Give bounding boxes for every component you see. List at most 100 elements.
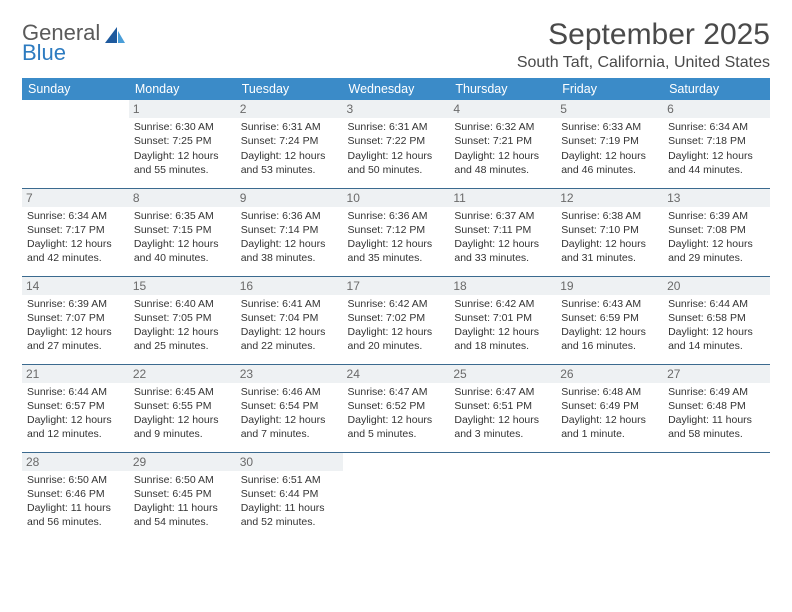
day-number: 26 (556, 365, 663, 383)
sunrise-text: Sunrise: 6:44 AM (668, 297, 765, 311)
day-number: 13 (663, 189, 770, 207)
day-number: 12 (556, 189, 663, 207)
daylight-text: Daylight: 12 hours and 18 minutes. (454, 325, 551, 353)
sunset-text: Sunset: 7:17 PM (27, 223, 124, 237)
sunrise-text: Sunrise: 6:34 AM (668, 120, 765, 134)
sunset-text: Sunset: 7:24 PM (241, 134, 338, 148)
daylight-text: Daylight: 12 hours and 29 minutes. (668, 237, 765, 265)
sunrise-text: Sunrise: 6:47 AM (348, 385, 445, 399)
calendar-cell: 4Sunrise: 6:32 AMSunset: 7:21 PMDaylight… (449, 100, 556, 188)
sunset-text: Sunset: 7:10 PM (561, 223, 658, 237)
weekday-header: Saturday (663, 78, 770, 100)
daylight-text: Daylight: 11 hours and 54 minutes. (134, 501, 231, 529)
calendar-cell: 5Sunrise: 6:33 AMSunset: 7:19 PMDaylight… (556, 100, 663, 188)
calendar-cell: 29Sunrise: 6:50 AMSunset: 6:45 PMDayligh… (129, 452, 236, 540)
sunrise-text: Sunrise: 6:48 AM (561, 385, 658, 399)
calendar-week-row: 14Sunrise: 6:39 AMSunset: 7:07 PMDayligh… (22, 276, 770, 364)
day-number: 30 (236, 453, 343, 471)
daylight-text: Daylight: 12 hours and 20 minutes. (348, 325, 445, 353)
day-number: 8 (129, 189, 236, 207)
daylight-text: Daylight: 12 hours and 55 minutes. (134, 149, 231, 177)
calendar-body: 1Sunrise: 6:30 AMSunset: 7:25 PMDaylight… (22, 100, 770, 540)
title-block: September 2025 South Taft, California, U… (517, 18, 770, 72)
day-number: 18 (449, 277, 556, 295)
sunset-text: Sunset: 7:18 PM (668, 134, 765, 148)
daylight-text: Daylight: 12 hours and 12 minutes. (27, 413, 124, 441)
sunrise-text: Sunrise: 6:35 AM (134, 209, 231, 223)
calendar-cell: 10Sunrise: 6:36 AMSunset: 7:12 PMDayligh… (343, 188, 450, 276)
weekday-header: Tuesday (236, 78, 343, 100)
sunset-text: Sunset: 6:59 PM (561, 311, 658, 325)
sunset-text: Sunset: 7:08 PM (668, 223, 765, 237)
calendar-cell: 16Sunrise: 6:41 AMSunset: 7:04 PMDayligh… (236, 276, 343, 364)
sunset-text: Sunset: 6:57 PM (27, 399, 124, 413)
weekday-header: Thursday (449, 78, 556, 100)
sunset-text: Sunset: 7:12 PM (348, 223, 445, 237)
sunrise-text: Sunrise: 6:49 AM (668, 385, 765, 399)
day-number: 17 (343, 277, 450, 295)
weekday-header: Friday (556, 78, 663, 100)
sunset-text: Sunset: 6:51 PM (454, 399, 551, 413)
sunset-text: Sunset: 6:58 PM (668, 311, 765, 325)
daylight-text: Daylight: 12 hours and 53 minutes. (241, 149, 338, 177)
sunrise-text: Sunrise: 6:30 AM (134, 120, 231, 134)
calendar-cell: 13Sunrise: 6:39 AMSunset: 7:08 PMDayligh… (663, 188, 770, 276)
logo-word-blue: Blue (22, 42, 100, 64)
daylight-text: Daylight: 12 hours and 40 minutes. (134, 237, 231, 265)
day-number: 5 (556, 100, 663, 118)
sunset-text: Sunset: 7:21 PM (454, 134, 551, 148)
calendar-week-row: 21Sunrise: 6:44 AMSunset: 6:57 PMDayligh… (22, 364, 770, 452)
sunset-text: Sunset: 7:02 PM (348, 311, 445, 325)
calendar-cell: 9Sunrise: 6:36 AMSunset: 7:14 PMDaylight… (236, 188, 343, 276)
day-number: 15 (129, 277, 236, 295)
daylight-text: Daylight: 12 hours and 7 minutes. (241, 413, 338, 441)
daylight-text: Daylight: 11 hours and 58 minutes. (668, 413, 765, 441)
calendar-cell: 2Sunrise: 6:31 AMSunset: 7:24 PMDaylight… (236, 100, 343, 188)
sunset-text: Sunset: 7:15 PM (134, 223, 231, 237)
sunset-text: Sunset: 7:22 PM (348, 134, 445, 148)
sunrise-text: Sunrise: 6:31 AM (241, 120, 338, 134)
calendar-cell: 19Sunrise: 6:43 AMSunset: 6:59 PMDayligh… (556, 276, 663, 364)
sail-icon (103, 25, 127, 50)
sunrise-text: Sunrise: 6:31 AM (348, 120, 445, 134)
daylight-text: Daylight: 12 hours and 14 minutes. (668, 325, 765, 353)
sunrise-text: Sunrise: 6:36 AM (241, 209, 338, 223)
day-number: 10 (343, 189, 450, 207)
day-number: 6 (663, 100, 770, 118)
daylight-text: Daylight: 11 hours and 52 minutes. (241, 501, 338, 529)
calendar-cell: 17Sunrise: 6:42 AMSunset: 7:02 PMDayligh… (343, 276, 450, 364)
day-number: 28 (22, 453, 129, 471)
sunrise-text: Sunrise: 6:34 AM (27, 209, 124, 223)
day-number: 9 (236, 189, 343, 207)
sunset-text: Sunset: 7:07 PM (27, 311, 124, 325)
calendar-cell: 27Sunrise: 6:49 AMSunset: 6:48 PMDayligh… (663, 364, 770, 452)
daylight-text: Daylight: 12 hours and 31 minutes. (561, 237, 658, 265)
sunrise-text: Sunrise: 6:46 AM (241, 385, 338, 399)
logo-text: General Blue (22, 22, 100, 64)
weekday-header: Wednesday (343, 78, 450, 100)
calendar-cell: 26Sunrise: 6:48 AMSunset: 6:49 PMDayligh… (556, 364, 663, 452)
sunrise-text: Sunrise: 6:32 AM (454, 120, 551, 134)
day-number: 29 (129, 453, 236, 471)
daylight-text: Daylight: 12 hours and 16 minutes. (561, 325, 658, 353)
sunset-text: Sunset: 7:04 PM (241, 311, 338, 325)
sunrise-text: Sunrise: 6:39 AM (27, 297, 124, 311)
daylight-text: Daylight: 12 hours and 9 minutes. (134, 413, 231, 441)
calendar-cell: 11Sunrise: 6:37 AMSunset: 7:11 PMDayligh… (449, 188, 556, 276)
sunset-text: Sunset: 7:14 PM (241, 223, 338, 237)
sunrise-text: Sunrise: 6:47 AM (454, 385, 551, 399)
sunset-text: Sunset: 6:49 PM (561, 399, 658, 413)
sunrise-text: Sunrise: 6:36 AM (348, 209, 445, 223)
calendar-cell (663, 452, 770, 540)
sunrise-text: Sunrise: 6:44 AM (27, 385, 124, 399)
day-number: 23 (236, 365, 343, 383)
calendar-header-row: SundayMondayTuesdayWednesdayThursdayFrid… (22, 78, 770, 100)
sunrise-text: Sunrise: 6:41 AM (241, 297, 338, 311)
calendar-cell: 30Sunrise: 6:51 AMSunset: 6:44 PMDayligh… (236, 452, 343, 540)
sunset-text: Sunset: 7:05 PM (134, 311, 231, 325)
sunrise-text: Sunrise: 6:43 AM (561, 297, 658, 311)
daylight-text: Daylight: 12 hours and 27 minutes. (27, 325, 124, 353)
calendar-cell: 12Sunrise: 6:38 AMSunset: 7:10 PMDayligh… (556, 188, 663, 276)
calendar-cell: 23Sunrise: 6:46 AMSunset: 6:54 PMDayligh… (236, 364, 343, 452)
calendar-cell: 3Sunrise: 6:31 AMSunset: 7:22 PMDaylight… (343, 100, 450, 188)
